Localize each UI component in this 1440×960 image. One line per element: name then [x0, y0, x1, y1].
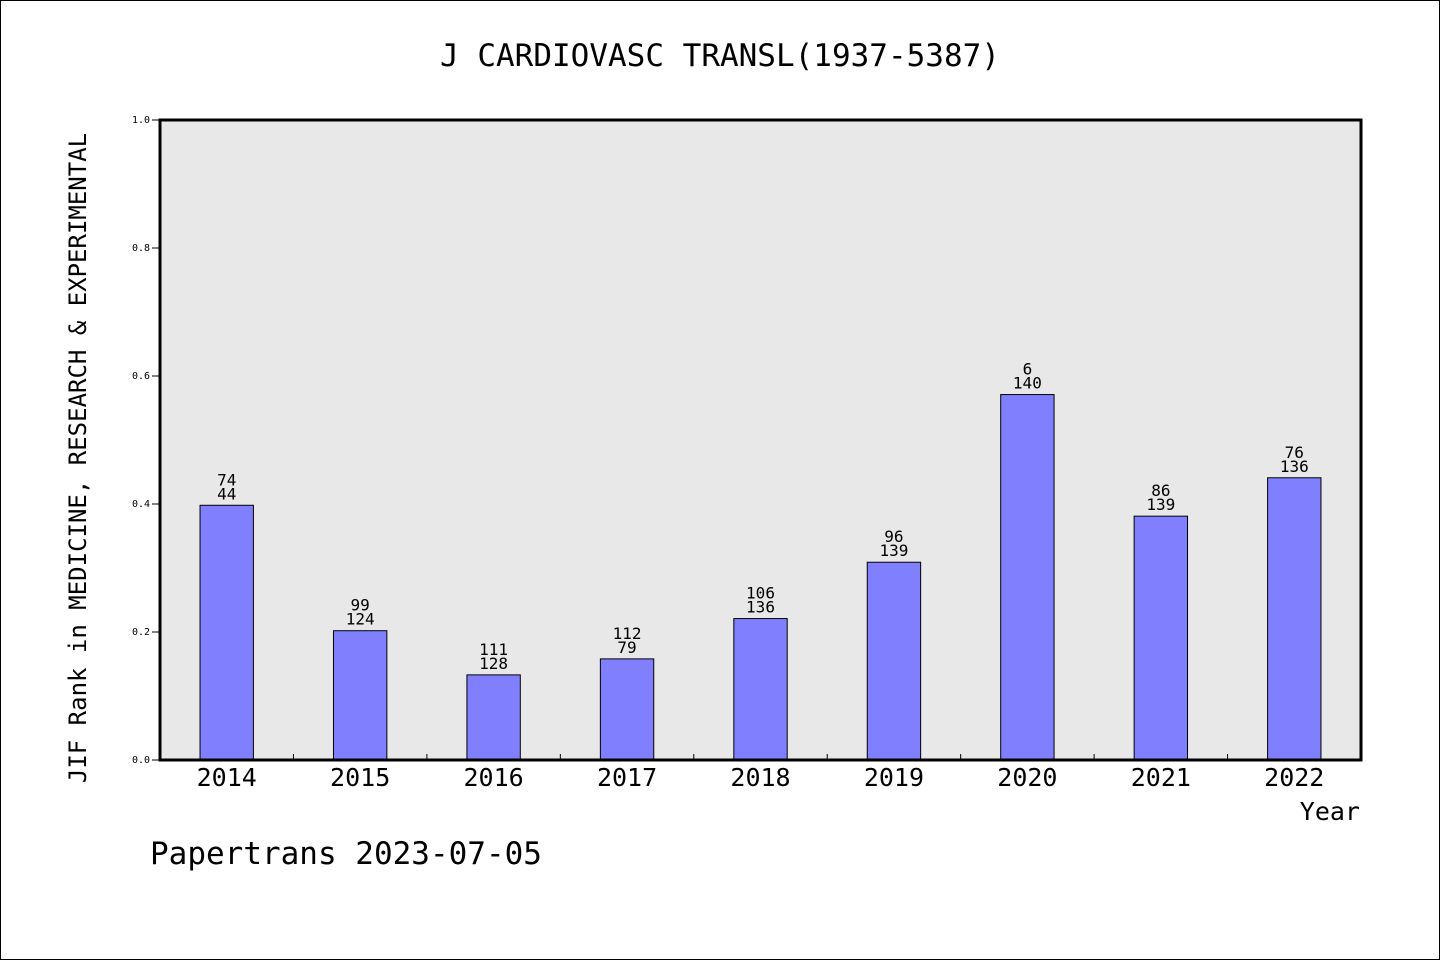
x-tick-label: 2015: [330, 763, 390, 792]
bar-label-rank: 74: [217, 470, 236, 489]
x-tick-label: 2017: [597, 763, 657, 792]
x-tick-label: 2018: [730, 763, 790, 792]
bar-label-total: 136: [746, 598, 775, 617]
bar-label-total: 139: [879, 541, 908, 560]
y-tick-label: 0.0: [132, 755, 150, 766]
x-tick-label: 2019: [864, 763, 924, 792]
x-tick-label: 2020: [997, 763, 1057, 792]
bar-label-total: 128: [479, 654, 508, 673]
y-tick-label: 0.2: [132, 627, 150, 638]
footer-text: Papertrans 2023-07-05: [150, 836, 542, 872]
bar-label-total: 136: [1280, 457, 1309, 476]
bar-label-total: 79: [617, 638, 636, 657]
y-tick-label: 0.8: [132, 243, 150, 254]
x-axis-label: Year: [1300, 797, 1360, 826]
bar-label-rank: 99: [351, 596, 370, 615]
bar-2015: [332, 630, 388, 761]
bar-label-rank: 111: [479, 640, 508, 659]
bar-2016: [466, 674, 521, 761]
plot-border: [158, 118, 1363, 762]
x-tick-label: 2021: [1131, 763, 1191, 792]
bar-2021: [1133, 515, 1189, 761]
bar-label-rank: 6: [1023, 360, 1033, 379]
bar-2019: [866, 561, 922, 761]
y-tick-label: 0.6: [132, 371, 150, 382]
bar-label-total: 44: [217, 484, 236, 503]
bar-2017: [599, 658, 655, 761]
bar-label-total: 124: [346, 610, 375, 629]
bar-label-total: 139: [1146, 495, 1175, 514]
y-axis-ticks: 0.0 0.2 0.4 0.6 0.8 1.0: [132, 115, 160, 766]
y-tick-label: 1.0: [132, 115, 150, 126]
bar-label-rank: 76: [1285, 443, 1304, 462]
bar-2018: [733, 618, 788, 761]
chart-title: J CARDIOVASC TRANSL(1937-5387): [440, 38, 1000, 74]
bar-2020: [1000, 394, 1055, 761]
x-tick-label: 2014: [197, 763, 257, 792]
x-tick-label: 2016: [464, 763, 524, 792]
y-tick-label: 0.4: [132, 499, 150, 510]
bar-label-rank: 86: [1151, 481, 1170, 500]
bar-label-rank: 96: [884, 527, 903, 546]
x-axis-ticks: 2014 2015 2016 2017 2018 2019 2020 2021 2022: [197, 754, 1324, 792]
y-axis-label: JIF Rank in MEDICINE, RESEARCH & EXPERIM…: [64, 133, 92, 783]
bar-label-rank: 112: [613, 624, 642, 643]
x-tick-label: 2022: [1264, 763, 1324, 792]
bar-labels: 7444991241111281127910613696139614086139…: [217, 360, 1309, 673]
bars: [199, 394, 1322, 761]
bar-label-total: 140: [1013, 374, 1042, 393]
bar-2014: [199, 504, 254, 761]
bar-2022: [1267, 477, 1322, 761]
bar-label-rank: 106: [746, 584, 775, 603]
